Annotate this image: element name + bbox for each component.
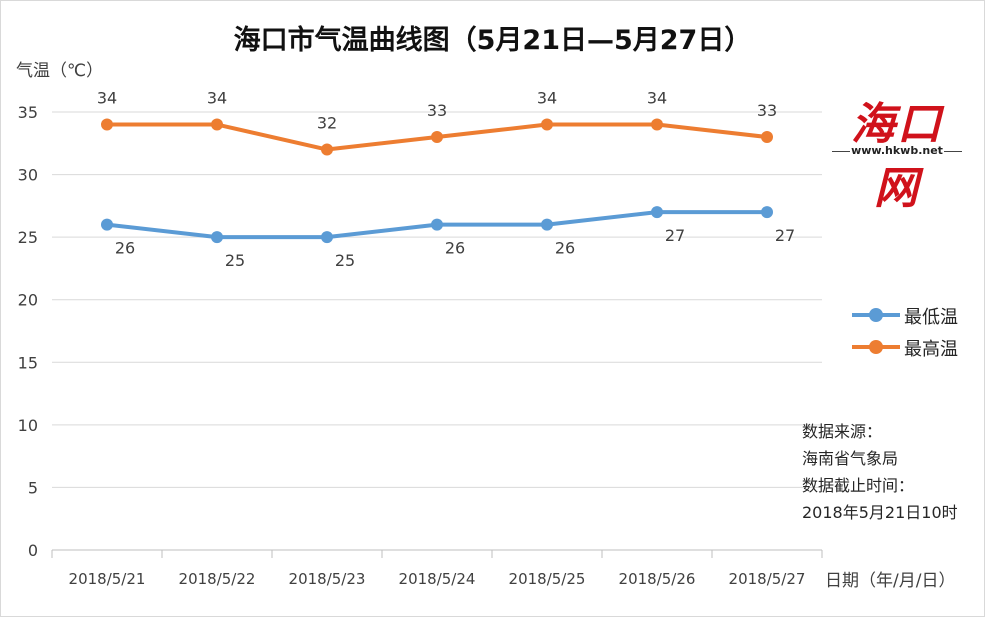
data-point [651,118,663,131]
data-point [761,206,773,219]
data-label: 26 [555,239,575,258]
data-point [101,218,113,231]
data-label: 34 [97,89,117,108]
gridlines [51,111,823,558]
legend-swatch-high [852,340,900,354]
data-label: 27 [775,226,795,245]
data-label: 27 [665,226,685,245]
data-source-note: 数据来源： 海南省气象局 数据截止时间： 2018年5月21日10时 [802,418,958,526]
data-point [431,131,443,144]
data-label: 26 [115,239,135,258]
data-point [541,218,553,231]
x-tick-label: 2018/5/23 [289,570,366,588]
logo-divider-right [944,151,962,152]
data-label: 34 [207,89,227,108]
logo-text: 海口网 [851,99,943,214]
data-point [101,118,113,131]
data-label: 25 [335,251,355,270]
y-tick-label: 10 [18,416,38,435]
y-tick-labels: 0 5 10 15 20 25 30 35 [18,103,38,560]
x-tick-label: 2018/5/24 [399,570,476,588]
source-line-2: 海南省气象局 [802,449,899,468]
y-tick-label: 25 [18,228,38,247]
x-tick-label: 2018/5/26 [619,570,696,588]
hkwb-logo: 海口网 www.hkwb.net [832,88,962,214]
data-label: 25 [225,251,245,270]
y-tick-label: 20 [18,291,38,310]
x-tick-label: 2018/5/25 [509,570,586,588]
legend-swatch-low [852,308,900,322]
source-line-3: 数据截止时间： [802,476,915,495]
source-line-1: 数据来源： [802,422,883,441]
data-point [761,131,773,144]
logo-url: www.hkwb.net [851,144,943,157]
series-lines: 26 25 25 26 26 27 27 34 34 32 33 34 34 33 [97,89,795,271]
data-point [321,143,333,156]
data-label: 34 [647,89,667,108]
x-axis-label: 日期（年/月/日） [825,571,956,591]
chart-title: 海口市气温曲线图（5月21日—5月27日） [233,25,752,56]
y-tick-label: 5 [28,478,38,497]
data-label: 34 [537,89,557,108]
y-axis-label: 气温（℃） [16,61,104,81]
x-tick-label: 2018/5/27 [729,570,806,588]
y-tick-label: 15 [18,353,38,372]
source-line-4: 2018年5月21日10时 [802,503,958,522]
data-point [651,206,663,219]
data-label: 33 [757,101,777,120]
y-tick-label: 30 [18,166,38,185]
x-tick-label: 2018/5/22 [179,570,256,588]
x-tick-label: 2018/5/21 [69,570,146,588]
data-point [431,218,443,231]
data-point [541,118,553,131]
data-point [321,231,333,244]
data-label: 32 [317,114,337,133]
data-point [211,231,223,244]
logo-divider-left [832,151,850,152]
data-label: 26 [445,239,465,258]
x-tick-labels: 2018/5/21 2018/5/22 2018/5/23 2018/5/24 2018… [69,570,806,588]
y-tick-label: 35 [18,103,38,122]
legend-label-low: 最低温 [904,307,958,328]
legend-label-high: 最高温 [904,339,958,360]
data-label: 33 [427,101,447,120]
data-point [211,118,223,131]
y-tick-label: 0 [28,541,38,560]
